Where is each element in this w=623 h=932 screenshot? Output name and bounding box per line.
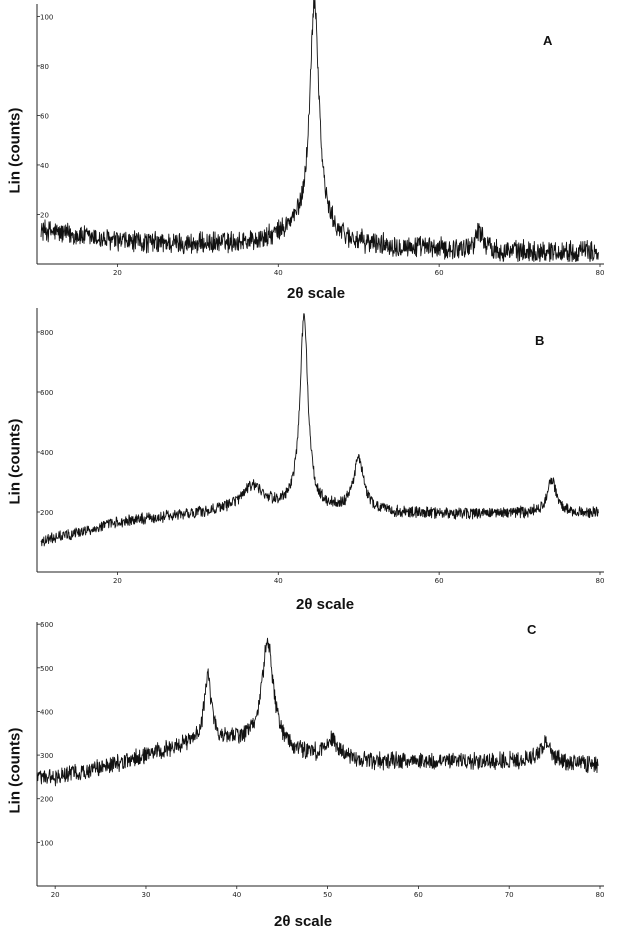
y-tick-label: 40 [40,162,49,170]
y-tick-label: 400 [40,449,53,457]
x-tick-label: 50 [323,891,332,899]
x-tick-label: 70 [505,891,514,899]
y-tick-label: 500 [40,665,53,673]
y-tick-label: 20 [40,211,49,219]
y-tick-label: 600 [40,621,53,629]
y-tick-label: 100 [40,13,53,21]
y-tick-label: 800 [40,329,53,337]
x-axis-label: 2θ scale [296,596,355,613]
panel-label-b: B [535,333,545,348]
x-tick-label: 60 [435,269,444,277]
xrd-pattern-line [40,313,599,547]
x-tick-label: 40 [274,577,283,585]
chart-panel-a: Lin (counts) 20 40 60 80 20 40 60 80 100 A 2θ sc… [0,0,623,310]
panel-label-a: A [543,33,553,48]
x-tick-label: 60 [414,891,423,899]
y-tick-label: 200 [40,509,53,517]
x-tick-label: 30 [142,891,151,899]
y-tick-label: 80 [40,63,49,71]
x-axis-label: 2θ scale [287,285,346,302]
x-tick-label: 40 [232,891,241,899]
y-tick-label: 60 [40,112,49,120]
x-tick-label: 60 [435,577,444,585]
x-tick-label: 80 [596,577,605,585]
y-tick-label: 600 [40,389,53,397]
y-tick-label: 300 [40,752,53,760]
x-tick-label: 40 [274,269,283,277]
xrd-pattern-line [40,0,599,262]
x-tick-label: 20 [51,891,60,899]
x-tick-label: 20 [113,269,122,277]
chart-panel-b: Lin (counts) 20 40 60 80 200 400 600 800 B 2θ s… [7,308,605,613]
xrd-chart-a: 20 40 60 80 20 40 60 80 100 [36,0,605,277]
x-tick-label: 20 [113,577,122,585]
y-tick-label: 200 [40,796,53,804]
xrd-chart-b: 20 40 60 80 200 400 600 800 [36,308,605,585]
x-tick-label: 80 [596,269,605,277]
y-tick-label: 400 [40,708,53,716]
x-tick-label: 80 [596,891,605,899]
y-tick-label: 100 [40,839,53,847]
x-axis-label: 2θ scale [274,913,333,930]
panel-label-c: C [527,622,537,637]
xrd-pattern-line [36,637,599,787]
